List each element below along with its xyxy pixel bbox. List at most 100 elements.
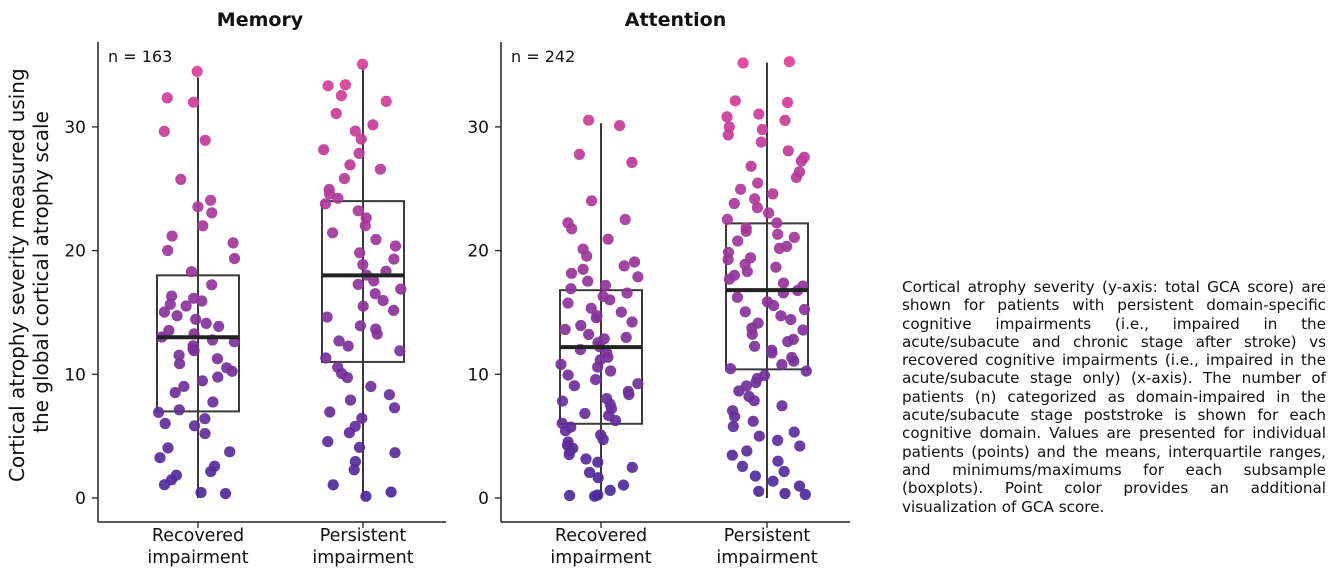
- data-point: [367, 119, 379, 131]
- data-point: [388, 304, 400, 316]
- data-point: [556, 395, 569, 407]
- data-point: [199, 413, 211, 425]
- data-point: [322, 80, 334, 92]
- figure: Cortical atrophy severity measured using…: [5, 9, 850, 568]
- data-point: [219, 488, 232, 500]
- data-point: [318, 144, 330, 156]
- data-point: [768, 300, 780, 312]
- data-point: [794, 440, 806, 452]
- data-point: [750, 376, 762, 389]
- data-point: [798, 303, 811, 316]
- data-point: [185, 266, 198, 278]
- data-point: [753, 108, 765, 120]
- data-point: [733, 385, 745, 397]
- data-point: [599, 279, 612, 291]
- data-point: [741, 266, 753, 278]
- data-point: [722, 129, 734, 141]
- data-point: [623, 389, 635, 401]
- data-point: [770, 261, 782, 273]
- data-point: [324, 406, 336, 418]
- data-point: [732, 235, 744, 247]
- data-point: [602, 233, 614, 245]
- data-point: [799, 488, 811, 501]
- data-point: [773, 242, 786, 254]
- data-point: [735, 183, 747, 195]
- data-point: [783, 56, 796, 68]
- data-point: [752, 177, 764, 189]
- data-point: [349, 456, 361, 468]
- data-point: [782, 336, 794, 348]
- data-point: [158, 306, 170, 318]
- data-point: [154, 452, 166, 464]
- data-point: [153, 406, 165, 418]
- data-point: [353, 441, 366, 453]
- data-point: [565, 267, 578, 279]
- data-point: [158, 125, 170, 137]
- x-tick-label: Persistent: [320, 526, 407, 546]
- data-point: [555, 358, 567, 370]
- data-point: [747, 415, 759, 427]
- x-tick-label: impairment: [716, 548, 817, 568]
- data-point: [775, 310, 787, 322]
- data-point: [583, 114, 595, 126]
- data-point: [727, 420, 739, 433]
- data-point: [559, 425, 572, 437]
- data-point: [777, 277, 790, 289]
- data-point: [207, 396, 219, 408]
- data-point: [779, 114, 791, 126]
- data-point: [626, 461, 638, 473]
- data-point: [755, 136, 767, 148]
- data-point: [619, 213, 631, 226]
- data-point: [327, 227, 339, 239]
- data-point: [213, 320, 225, 332]
- data-point: [772, 455, 784, 467]
- data-point: [191, 65, 203, 77]
- data-point: [614, 120, 626, 132]
- data-point: [388, 253, 400, 265]
- data-point: [389, 447, 401, 459]
- data-point: [800, 365, 812, 377]
- data-point: [741, 445, 753, 457]
- data-point: [321, 311, 333, 323]
- data-point: [729, 95, 741, 107]
- x-tick-label: Recovered: [152, 526, 244, 546]
- y-tick-label: 10: [64, 365, 86, 385]
- data-point: [615, 306, 627, 318]
- data-point: [357, 259, 369, 271]
- data-point: [724, 363, 737, 375]
- data-point: [374, 163, 386, 175]
- data-point: [228, 253, 241, 265]
- data-point: [771, 217, 783, 229]
- data-point: [339, 79, 351, 91]
- data-point: [188, 420, 201, 432]
- data-point: [779, 487, 791, 500]
- data-point: [162, 244, 174, 257]
- data-point: [766, 347, 778, 359]
- data-point: [349, 125, 361, 137]
- data-point: [582, 275, 594, 287]
- data-point: [788, 231, 800, 243]
- data-point: [319, 198, 331, 210]
- data-point: [795, 155, 808, 167]
- data-point: [354, 320, 366, 332]
- panel-title: Memory: [217, 9, 304, 31]
- y-tick-label: 30: [467, 118, 489, 138]
- y-axis-label-line-1: Cortical atrophy severity measured using: [5, 68, 29, 482]
- y-tick-label: 10: [467, 365, 489, 385]
- data-point: [197, 220, 209, 232]
- data-point: [626, 156, 638, 168]
- data-point: [171, 310, 183, 322]
- data-point: [590, 374, 602, 386]
- data-point: [227, 237, 239, 249]
- data-point: [211, 353, 223, 365]
- data-point: [581, 250, 593, 262]
- data-point: [793, 480, 806, 492]
- data-point: [629, 256, 641, 268]
- data-point: [586, 195, 598, 207]
- data-point: [739, 306, 751, 318]
- data-point: [206, 207, 218, 219]
- data-point: [740, 225, 752, 237]
- data-point: [192, 201, 204, 213]
- data-point: [756, 123, 769, 136]
- data-point: [341, 372, 353, 384]
